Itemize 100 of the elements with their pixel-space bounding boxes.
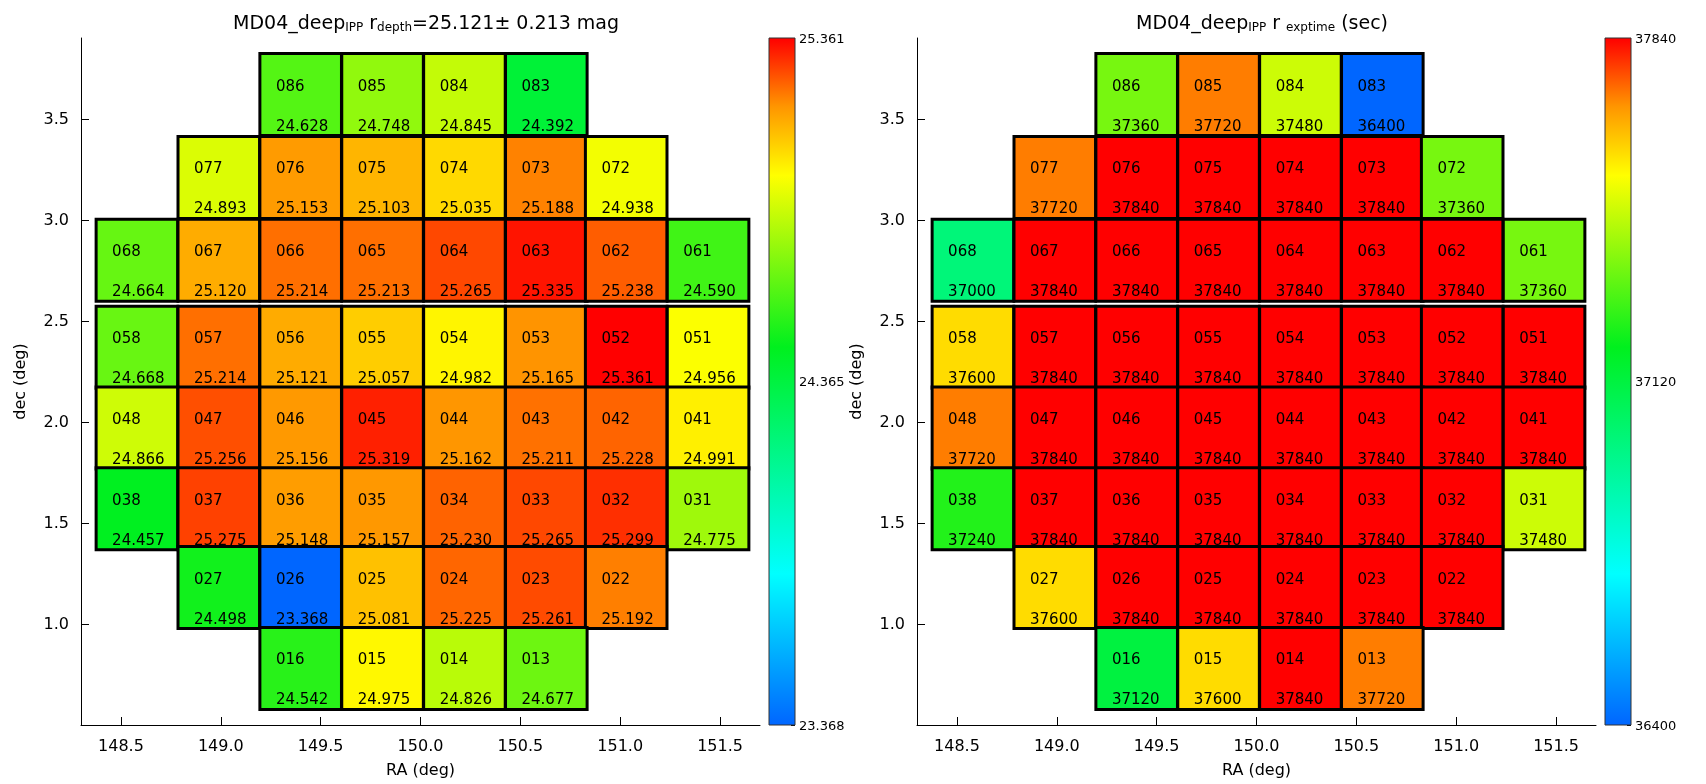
text: 027 24.498 <box>194 569 247 628</box>
y-tick-label: 2.5 <box>43 311 69 331</box>
text: 077 37720 <box>1030 159 1078 218</box>
text: 046 25.156 <box>275 409 329 468</box>
text: 052 25.361 <box>601 329 654 388</box>
x-tick-label: 149.5 <box>1133 735 1180 755</box>
text: 067 37840 <box>1030 242 1078 301</box>
text: 053 37840 <box>1357 329 1406 388</box>
text: 063 25.335 <box>521 242 575 301</box>
text: 061 37360 <box>1519 242 1567 301</box>
text: 064 37840 <box>1275 242 1324 301</box>
text: 024 37840 <box>1275 569 1324 628</box>
text: 065 25.213 <box>357 242 411 301</box>
x-tick-label: 151.0 <box>597 735 644 755</box>
text: 032 37840 <box>1437 490 1486 549</box>
text: 073 25.188 <box>521 159 575 218</box>
text: 036 37840 <box>1111 490 1160 549</box>
text: 054 37840 <box>1275 329 1324 388</box>
text: 024 25.225 <box>439 569 493 628</box>
text: 047 37840 <box>1030 409 1078 468</box>
text: 068 24.664 <box>112 242 165 301</box>
color-bar-label: 23.368 <box>799 717 845 733</box>
x-axis-title: RA (deg) <box>1221 759 1292 779</box>
text: 035 37840 <box>1193 490 1242 549</box>
x-axis-title: RA (deg) <box>385 759 456 779</box>
text: 084 37480 <box>1275 76 1324 135</box>
color-bar-label: 25.361 <box>799 30 845 46</box>
text: 083 36400 <box>1357 76 1406 135</box>
text: 072 37360 <box>1437 159 1486 218</box>
text: 076 37840 <box>1111 159 1160 218</box>
text: 057 25.214 <box>194 329 247 388</box>
text: 042 25.228 <box>601 409 654 468</box>
text: 038 24.457 <box>112 490 165 549</box>
color-bar-label: 37120 <box>1635 374 1677 389</box>
text: 034 25.230 <box>439 490 493 549</box>
color-bar-label: 24.365 <box>799 373 845 389</box>
text: 086 24.628 <box>275 76 329 135</box>
text: 041 37840 <box>1519 409 1567 468</box>
y-tick-label: 3.0 <box>43 210 69 230</box>
x-tick-label: 149.5 <box>297 735 344 755</box>
text: 054 24.982 <box>439 329 493 388</box>
text: 048 37720 <box>948 409 996 468</box>
text: 013 37720 <box>1357 650 1406 709</box>
text: 014 37840 <box>1275 650 1324 709</box>
x-tick-label: 150.5 <box>497 735 544 755</box>
text: 015 37600 <box>1193 650 1242 709</box>
text: 058 37600 <box>948 329 996 388</box>
text: 044 37840 <box>1275 409 1324 468</box>
text: 042 37840 <box>1437 409 1486 468</box>
text: 026 37840 <box>1111 569 1160 628</box>
text: 022 25.192 <box>601 569 654 628</box>
text: 047 25.256 <box>194 409 247 468</box>
text: 043 37840 <box>1357 409 1406 468</box>
text: 045 25.319 <box>357 409 411 468</box>
text: 037 37840 <box>1030 490 1078 549</box>
text: 056 25.121 <box>275 329 329 388</box>
text: 072 24.938 <box>601 159 654 218</box>
text: 033 37840 <box>1357 490 1406 549</box>
text: 033 25.265 <box>521 490 575 549</box>
color-bar-label: 37840 <box>1635 30 1677 46</box>
color-bar-label: 36400 <box>1635 717 1677 733</box>
y-tick-label: 1.0 <box>879 614 905 634</box>
text: 031 24.775 <box>683 490 736 549</box>
y-tick-label: 1.0 <box>43 614 69 634</box>
text: 055 25.057 <box>357 329 411 388</box>
text: 077 24.893 <box>194 159 247 218</box>
text: 075 37840 <box>1193 159 1242 218</box>
text: 036 25.148 <box>275 490 329 549</box>
y-tick-label: 2.0 <box>879 412 905 432</box>
text: 025 37840 <box>1193 569 1242 628</box>
text: 022 37840 <box>1437 569 1486 628</box>
text: 034 37840 <box>1275 490 1324 549</box>
text: 083 24.392 <box>521 76 575 135</box>
text: 066 37840 <box>1111 242 1160 301</box>
text: 016 37120 <box>1111 650 1160 709</box>
x-tick-label: 150.5 <box>1333 735 1380 755</box>
text: 086 37360 <box>1111 76 1160 135</box>
text: 025 25.081 <box>357 569 411 628</box>
x-tick-label: 151.0 <box>1433 735 1480 755</box>
text: 043 25.211 <box>521 409 575 468</box>
text: 023 25.261 <box>521 569 575 628</box>
text: 074 37840 <box>1275 159 1324 218</box>
text: 027 37600 <box>1030 569 1078 628</box>
text: 076 25.153 <box>275 159 329 218</box>
text: 085 37720 <box>1193 76 1242 135</box>
text: 048 24.866 <box>112 409 165 468</box>
text: 032 25.299 <box>601 490 654 549</box>
text: 023 37840 <box>1357 569 1406 628</box>
text: 075 25.103 <box>357 159 411 218</box>
y-tick-label: 1.5 <box>43 513 69 533</box>
text: 016 24.542 <box>275 650 329 709</box>
text: 065 37840 <box>1193 242 1242 301</box>
text: 051 24.956 <box>683 329 736 388</box>
text: 041 24.991 <box>683 409 736 468</box>
text: 014 24.826 <box>439 650 493 709</box>
y-tick-label: 3.5 <box>43 109 69 129</box>
text: 067 25.120 <box>194 242 247 301</box>
text: 063 37840 <box>1357 242 1406 301</box>
text: 064 25.265 <box>439 242 493 301</box>
x-tick-label: 149.0 <box>1033 735 1080 755</box>
